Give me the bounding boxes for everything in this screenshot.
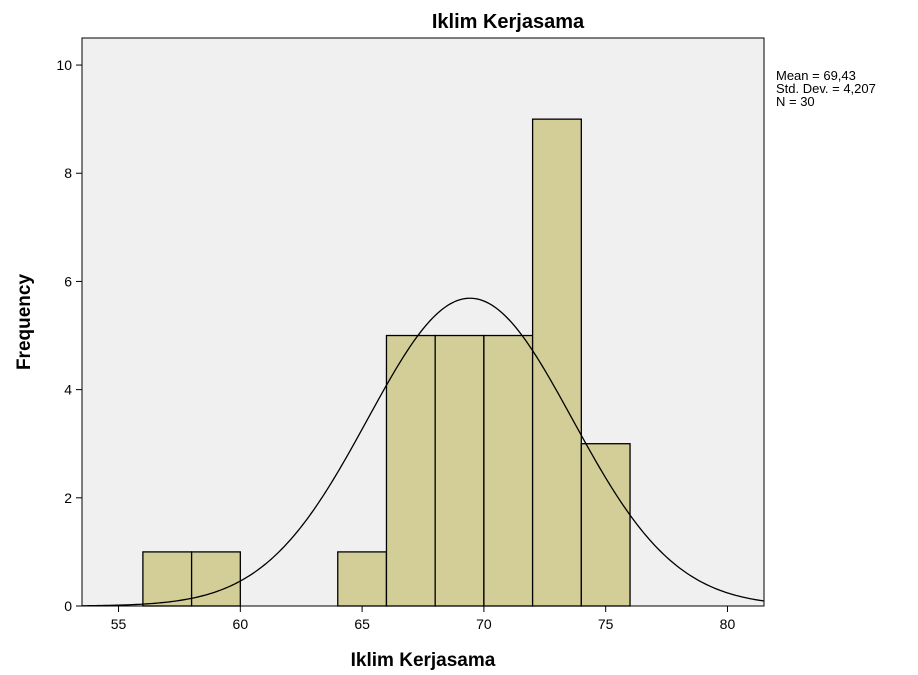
- x-tick-label-65: 65: [354, 616, 370, 632]
- y-axis-title: Frequency: [14, 274, 35, 371]
- y-tick-label-4: 4: [64, 382, 72, 398]
- histogram-bar-8: [580, 443, 631, 607]
- histogram-bar-4: [385, 334, 436, 607]
- x-tick-label-60: 60: [233, 616, 249, 632]
- stats-n: N = 30: [776, 94, 815, 109]
- normal-curve: [81, 297, 765, 607]
- stats-std-dev: Std. Dev. = 4,207: [776, 81, 876, 96]
- histogram-bar-3: [337, 551, 388, 607]
- x-tick-label-70: 70: [476, 616, 492, 632]
- histogram-bar-2: [190, 551, 241, 607]
- x-tick-label-80: 80: [720, 616, 736, 632]
- bars-group: [142, 118, 631, 607]
- stats-box: Mean = 69,43 Std. Dev. = 4,207 N = 30: [776, 68, 876, 109]
- chart-title: Iklim Kerjasama: [432, 11, 585, 33]
- x-axis-title: Iklim Kerjasama: [351, 650, 496, 671]
- y-axis: 0 2 4 6 8 10: [56, 57, 82, 614]
- y-tick-label-2: 2: [64, 490, 72, 506]
- y-tick-label-8: 8: [64, 165, 72, 181]
- x-tick-label-75: 75: [598, 616, 614, 632]
- histogram-bar-5: [434, 334, 485, 607]
- y-tick-label-6: 6: [64, 273, 72, 289]
- x-axis: 55 60 65 70 75 80: [111, 606, 736, 632]
- histogram-bar-6: [483, 334, 534, 607]
- y-tick-label-10: 10: [56, 57, 72, 73]
- stats-mean: Mean = 69,43: [776, 68, 856, 83]
- x-tick-label-55: 55: [111, 616, 127, 632]
- histogram-bar-1: [142, 551, 193, 607]
- y-tick-label-0: 0: [64, 598, 72, 614]
